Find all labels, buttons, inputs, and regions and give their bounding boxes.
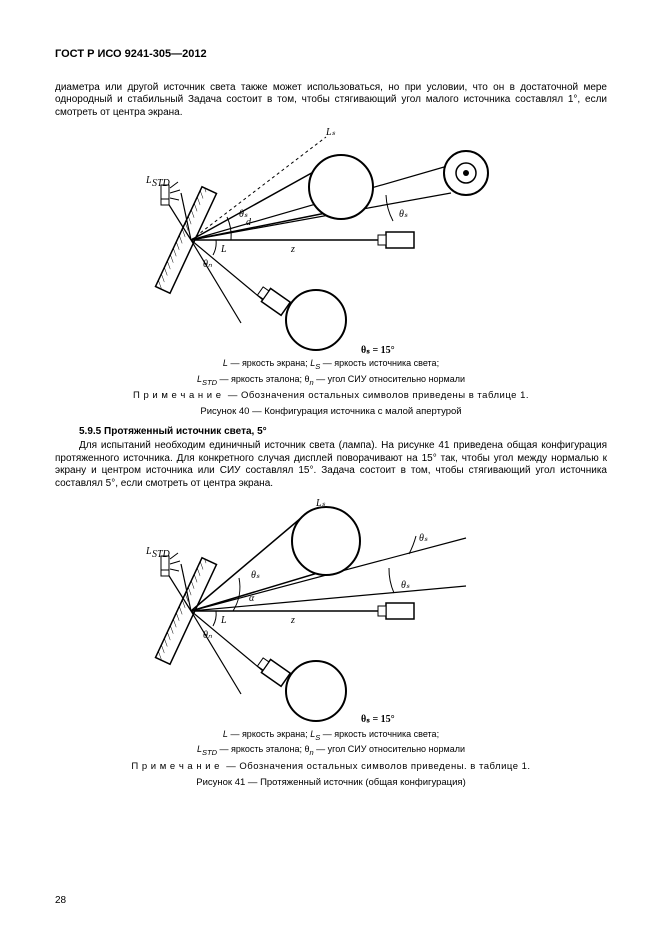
figure-40-svg: L z θₙ d θₛ xyxy=(131,125,531,355)
svg-text:L: L xyxy=(145,175,152,186)
figure-41-note: П р и м е ч а н и е — Обозначения осталь… xyxy=(55,761,607,773)
svg-text:L: L xyxy=(220,244,227,255)
figure-40-note: П р и м е ч а н и е — Обозначения осталь… xyxy=(55,390,607,402)
svg-text:z: z xyxy=(290,615,295,626)
doc-header: ГОСТ Р ИСО 9241-305—2012 xyxy=(55,48,607,62)
section-5-9-5-heading: 5.9.5 Протяженный источник света, 5° xyxy=(55,426,607,439)
fig40-angle-label: θₛ = 15° xyxy=(361,345,395,355)
svg-text:L: L xyxy=(220,615,227,626)
figure-41-svg: L z θₙ α θₛ LSTD xyxy=(131,496,531,726)
svg-text:L: L xyxy=(145,546,152,557)
svg-text:θₛ: θₛ xyxy=(399,209,408,220)
svg-text:z: z xyxy=(290,244,295,255)
svg-text:θₛ: θₛ xyxy=(401,580,410,591)
page-number: 28 xyxy=(55,895,66,908)
svg-text:Lₛ: Lₛ xyxy=(315,498,326,509)
figure-41: L z θₙ α θₛ LSTD xyxy=(55,496,607,726)
svg-text:θₛ: θₛ xyxy=(251,570,260,581)
figure-40: L z θₙ d θₛ xyxy=(55,125,607,355)
section-5-9-5-paragraph: Для испытаний необходим единичный источн… xyxy=(55,440,607,490)
figure-41-legend: L — яркость экрана; LS — яркость источни… xyxy=(55,728,607,759)
intro-paragraph: диаметра или другой источник света также… xyxy=(55,82,607,120)
figure-41-caption: Рисунок 41 — Протяженный источник (общая… xyxy=(55,777,607,789)
figure-40-caption: Рисунок 40 — Конфигурация источника с ма… xyxy=(55,406,607,418)
svg-text:Lₛ: Lₛ xyxy=(325,127,336,138)
svg-text:θₛ: θₛ xyxy=(419,533,428,544)
figure-40-legend: L — яркость экрана; LS — яркость источни… xyxy=(55,357,607,388)
svg-text:STD: STD xyxy=(152,178,171,189)
svg-text:STD: STD xyxy=(152,549,171,560)
fig41-angle-label: θₛ = 15° xyxy=(361,714,395,725)
